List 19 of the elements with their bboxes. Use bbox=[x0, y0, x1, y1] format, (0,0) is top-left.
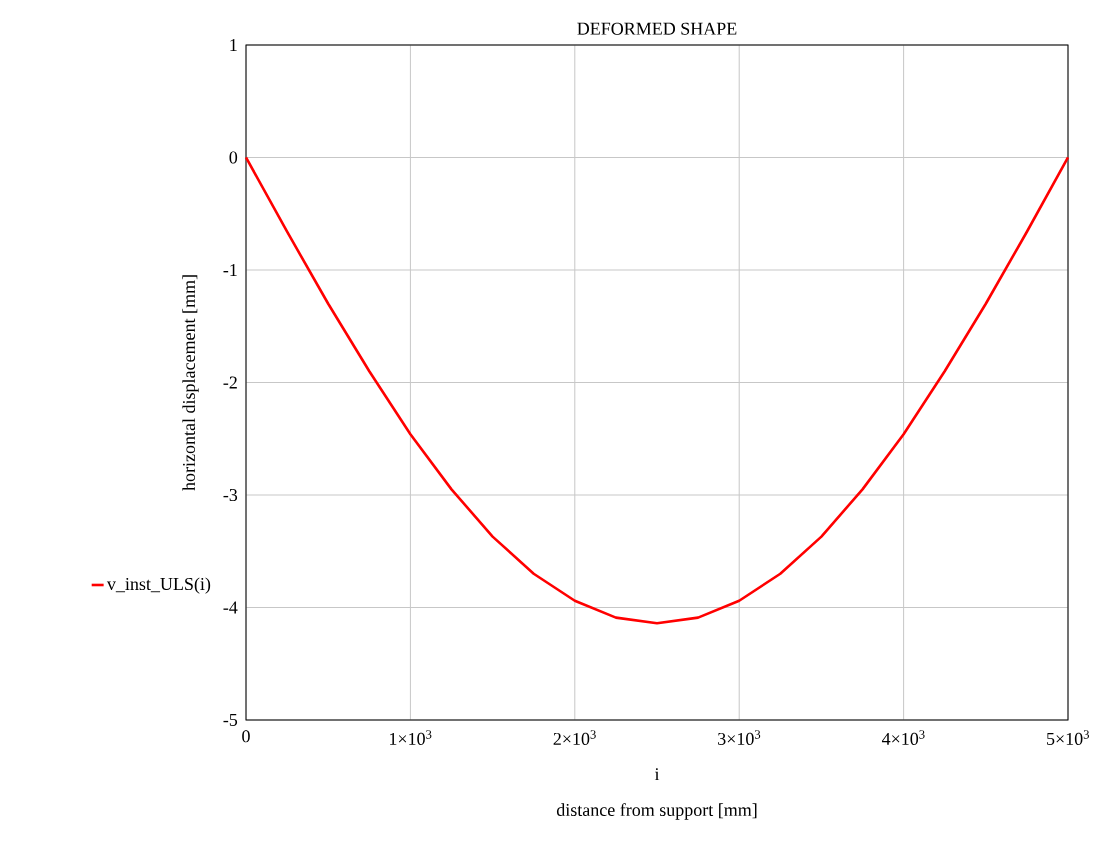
x-axis-title: distance from support [mm] bbox=[556, 803, 757, 820]
x-tick-label: 2×10$^{3}$ bbox=[553, 730, 596, 745]
x-tick-label: 1×10$^{3}$ bbox=[390, 730, 432, 745]
y-tick-label: 1 bbox=[230, 39, 237, 51]
y-tick-label: -5 bbox=[223, 714, 238, 726]
x-tick-label: 3×10$^{3}$ bbox=[718, 730, 761, 745]
x-tick-label: 4×10$^{3}$ bbox=[881, 730, 925, 745]
text: i bbox=[654, 768, 660, 781]
y-tick-label: -1 bbox=[223, 264, 237, 276]
x-tick-label: 5×10$^{3}$ bbox=[1047, 730, 1089, 745]
y-tick-label: 0 bbox=[229, 151, 238, 164]
y-tick-label: -2 bbox=[223, 376, 237, 389]
y-tick-label: -4 bbox=[223, 601, 238, 614]
x-tick-label: 0 bbox=[242, 730, 250, 743]
legend-label: v_inst_ULS(i) bbox=[106, 577, 211, 594]
chart-title: DEFORMED SHAPE bbox=[577, 22, 737, 35]
y-tick-label: -3 bbox=[223, 488, 238, 502]
line-series bbox=[244, 156, 1070, 625]
y-axis-title: horizontal displacement [mm] bbox=[182, 275, 199, 491]
